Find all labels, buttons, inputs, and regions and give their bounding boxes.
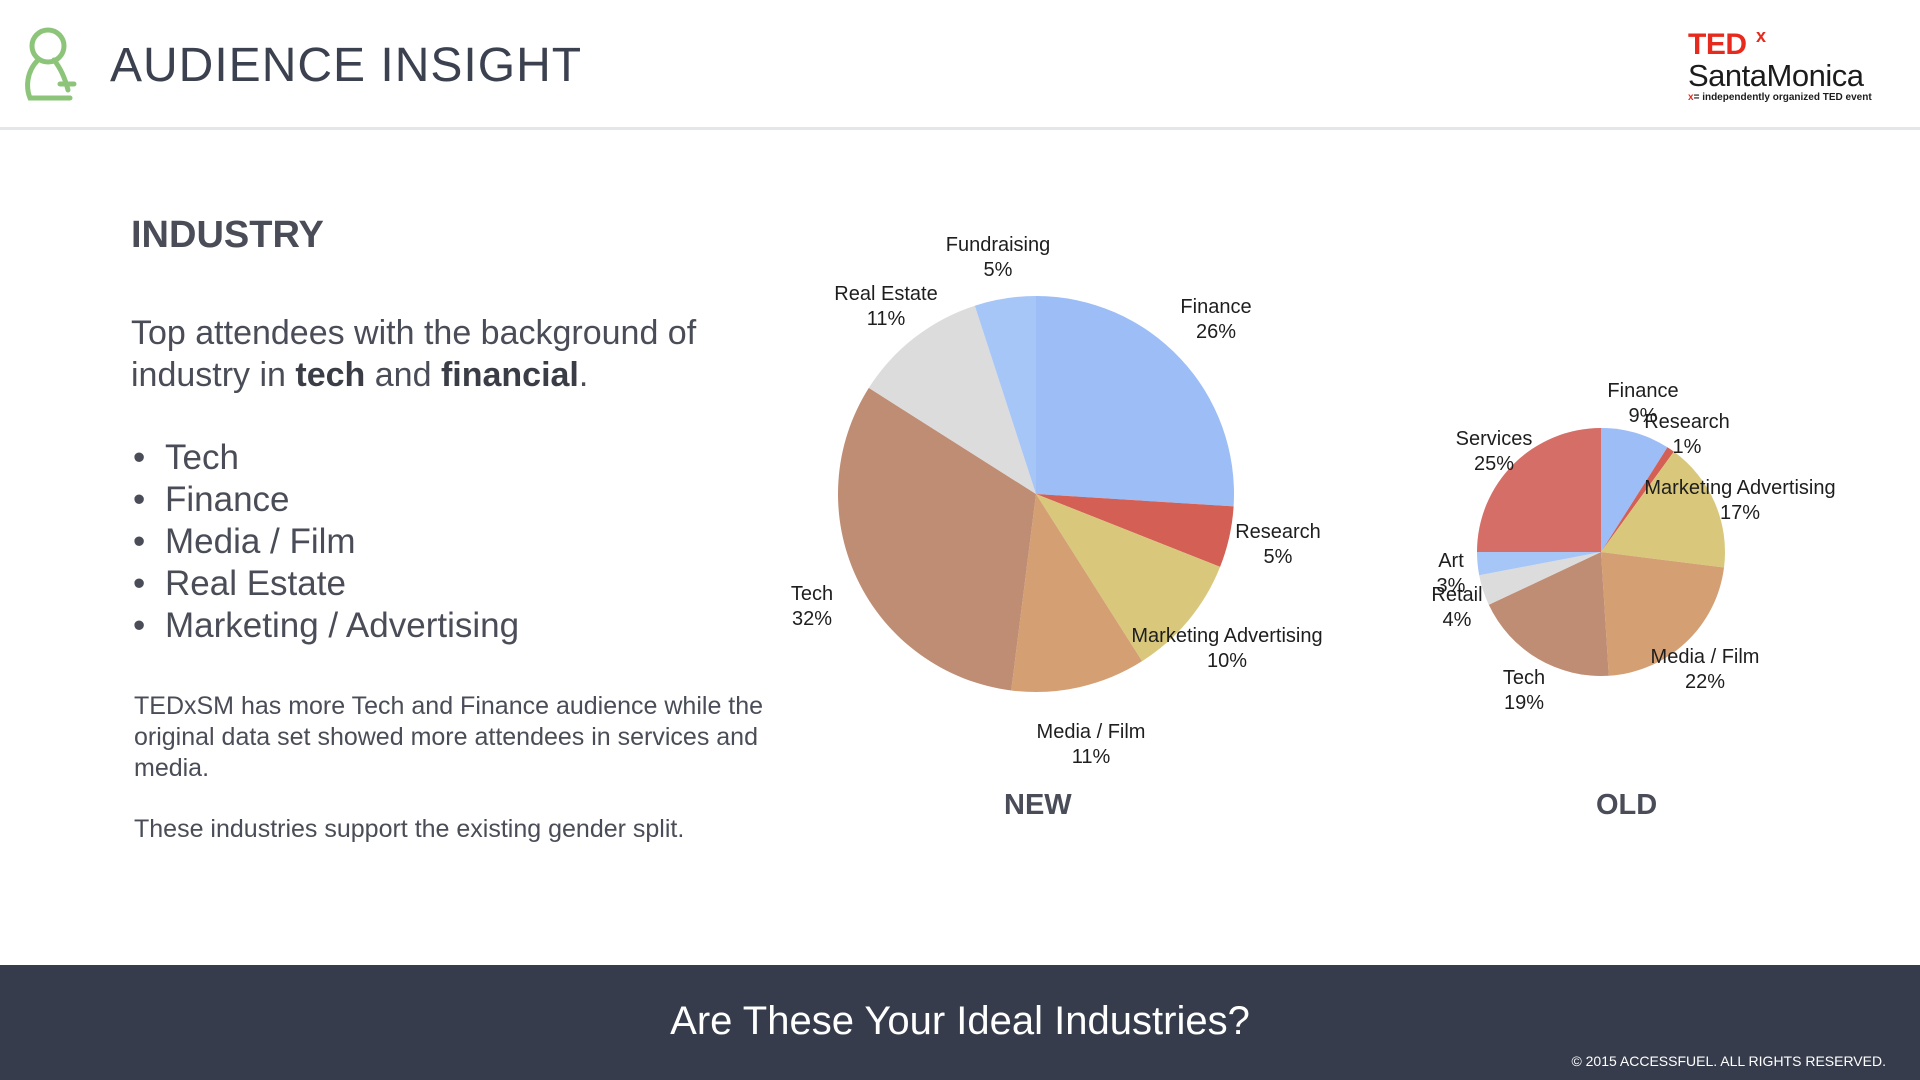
intro-bold-tech: tech [295,356,366,394]
pie-chart-old: Finance 9%Research 1% Marketing Advertising… [1431,380,1835,714]
industry-list: • Tech • Finance • Media / Film • Real Estat… [131,437,519,647]
chart-title-new: NEW [1004,789,1072,821]
slice-label: Marketing Advertising 17% [1644,477,1835,524]
list-item-label: Marketing / Advertising [165,606,520,645]
list-item: • Finance [131,479,519,521]
slice-label: Media / Film 22% [1651,646,1760,693]
pie-slice [1036,296,1234,507]
pie-slice [974,296,1036,494]
slice-label: Art 3% [1437,550,1466,597]
logo-tagline-text: independently organized TED event [1702,92,1872,103]
bullet-dot: • [133,480,146,519]
slice-label: Real Estate 11% [834,283,937,330]
bullet-dot: • [133,438,146,477]
footer-bar: Are These Your Ideal Industries? © 2015 … [0,965,1920,1080]
pie-slice [868,305,1036,494]
conclusion-paragraph: These industries support the existing ge… [134,815,685,843]
pie-slice [1477,552,1601,576]
list-item-label: Finance [165,480,290,519]
bullet-dot: • [133,564,146,603]
intro-text: Top attendees with the background of ind… [131,312,771,396]
intro-after: . [578,356,589,394]
pie-slice [1601,447,1674,552]
list-item: • Real Estate [131,563,519,605]
slice-label: Media / Film 11% [1037,721,1146,768]
list-item-label: Real Estate [165,564,346,603]
page-title: AUDIENCE INSIGHT [110,39,583,92]
slice-label: Tech 32% [791,583,833,630]
list-item: • Tech [131,437,519,479]
pie-slice [838,387,1036,691]
footer-call-to-action: Are These Your Ideal Industries? [670,999,1250,1043]
pie-slice [1601,552,1725,676]
logo-city: SantaMonica [1688,58,1864,93]
slice-label: Fundraising 5% [946,234,1051,281]
pie-chart-new: Finance 26% Research 5% Marketing Advertisin… [791,234,1323,768]
header-bar: AUDIENCE INSIGHT TED x SantaMonica x= in… [0,0,1920,130]
logo-tagline-mark: x [1688,92,1694,103]
copyright-notice: © 2015 ACCESSFUEL. ALL RIGHTS RESERVED. [1571,1053,1886,1069]
pie-slice [1488,552,1609,676]
logo-superscript: x [1756,26,1767,46]
list-item: • Media / Film [131,521,519,563]
logo-tagline-eq: = [1693,92,1700,103]
comparison-paragraph: TEDxSM has more Tech and Finance audienc… [134,692,764,782]
pie-slice [1036,494,1234,567]
pie-slice [1477,428,1601,552]
tedx-logo: TED x SantaMonica x= independently organ… [1688,26,1898,108]
slice-label: Retail 4% [1431,584,1482,631]
list-item-label: Tech [165,438,239,477]
logo-word: TED [1688,28,1747,61]
section-heading: INDUSTRY [131,214,324,256]
slice-label: Research 1% [1644,411,1730,458]
slice-label: Services 25% [1456,428,1533,475]
slice-label: Marketing Advertising 10% [1131,625,1322,672]
pie-slice [1601,451,1725,568]
intro-bold-financial: financial [440,356,579,394]
slice-label: Research 5% [1235,521,1321,568]
bullet-dot: • [133,606,146,645]
intro-before: Top attendees with the background of ind… [131,314,697,394]
pie-slice [1011,494,1143,692]
slice-label: Finance 9% [1607,380,1678,427]
bullet-dot: • [133,522,146,561]
list-item: • Marketing / Advertising [131,605,519,647]
intro-middle: and [365,356,441,394]
pie-slice [1036,494,1221,662]
person-outline-icon [25,27,77,101]
chart-title-old: OLD [1596,789,1658,821]
logo-tagline: x= independently organized TED event [1688,92,1872,103]
list-item-label: Media / Film [165,522,356,561]
slice-label: Tech 19% [1503,667,1545,714]
pie-slice [1601,428,1668,552]
pie-slice [1479,552,1601,605]
slice-label: Finance 26% [1180,296,1251,343]
